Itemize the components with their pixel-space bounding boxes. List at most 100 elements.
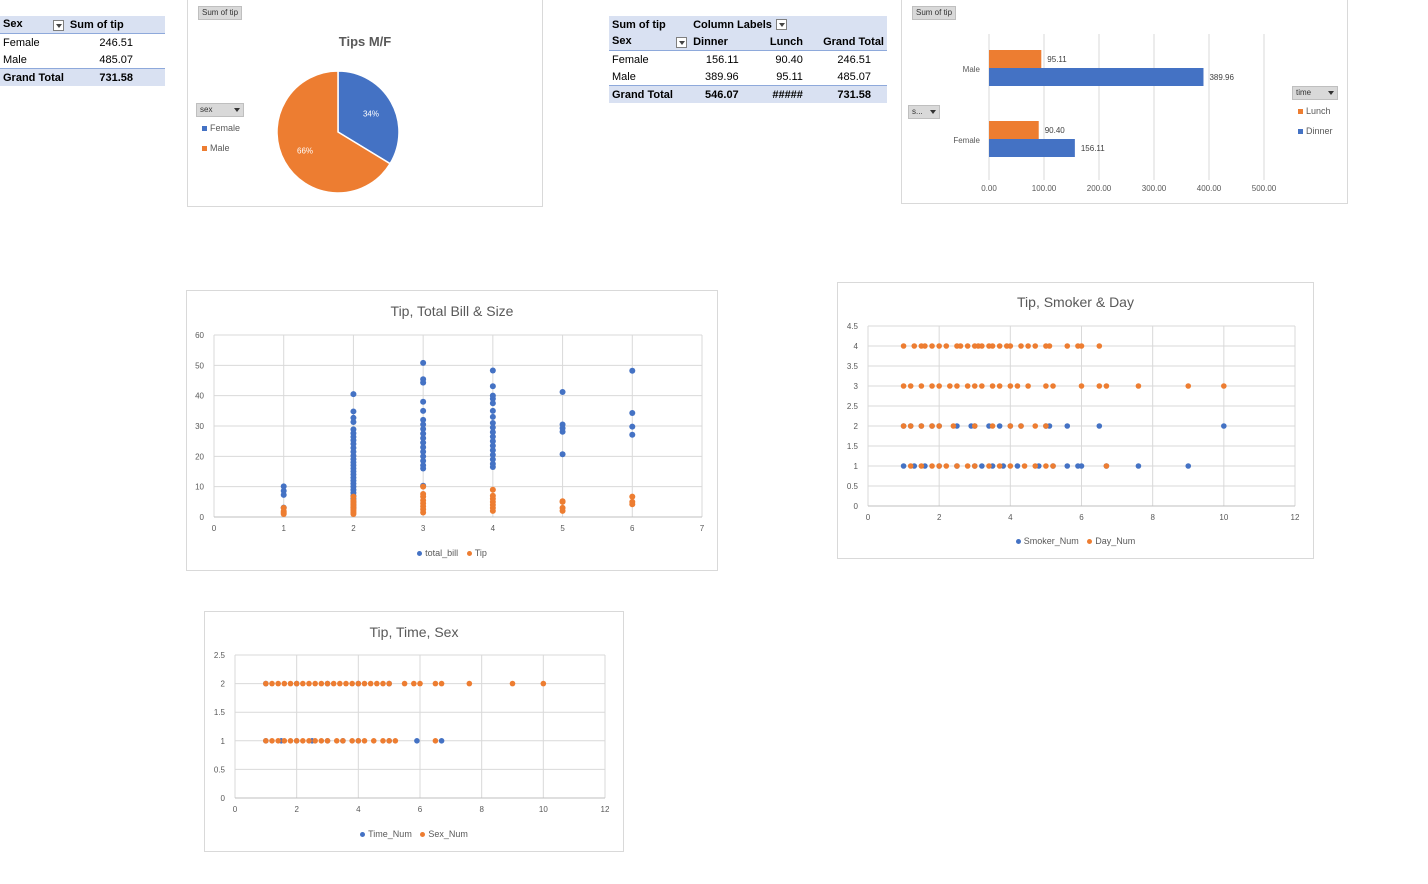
pivot2-cell[interactable]: 485.07 (837, 70, 871, 83)
legend-item[interactable]: total_bill (417, 548, 458, 558)
sum-of-tip-field-button[interactable]: Sum of tip (198, 6, 243, 20)
point-smoker_num (1096, 423, 1103, 429)
y-tick-label: 0.5 (847, 482, 859, 491)
point-sex_num (432, 680, 439, 687)
pivot2-row-label[interactable]: Male (612, 70, 636, 83)
x-tick-label: 400.00 (1197, 184, 1222, 193)
legend-swatch (1298, 129, 1303, 135)
pivot1-row-value[interactable]: 485.07 (99, 53, 133, 66)
x-tick-label: 4 (356, 805, 361, 814)
point-sex_num (300, 680, 306, 687)
bar-data-label: 95.11 (1047, 55, 1067, 64)
legend-item[interactable]: Day_Num (1087, 536, 1135, 546)
bar-lunch (989, 121, 1039, 139)
point-sex_num (306, 738, 312, 744)
filter-dropdown-icon[interactable] (775, 19, 787, 31)
point-sex_num (293, 680, 300, 687)
pie-data-label: 34% (363, 109, 379, 118)
x-tick-label: 7 (700, 524, 705, 533)
time-filter-button[interactable]: time (1292, 86, 1338, 100)
pivot2-total-label[interactable]: Grand Total (609, 85, 691, 103)
legend-item[interactable]: Female (202, 123, 240, 133)
x-tick-label: 100.00 (1032, 184, 1057, 193)
pivot1-total-label[interactable]: Grand Total (0, 68, 67, 86)
point-day_num (947, 383, 953, 389)
point-sex_num (324, 680, 331, 687)
legend-marker (1015, 539, 1021, 545)
legend-swatch (1298, 109, 1303, 115)
x-tick-label: 4 (491, 524, 496, 533)
x-tick-label: 0 (866, 513, 871, 522)
filter-dropdown-icon[interactable] (676, 37, 688, 48)
point-day_num (1078, 383, 1085, 389)
scatter-chart-total-bill-size[interactable]: Tip, Total Bill & Size 0 10 20 30 40 50 60 0 1 2 3… (186, 290, 718, 571)
legend-item[interactable]: Male (202, 143, 230, 153)
row-field-label: s... (912, 107, 923, 116)
point-day_num (1064, 343, 1071, 349)
point-total_bill (489, 442, 496, 449)
y-tick-label: 1 (221, 737, 226, 746)
x-tick-label: 6 (1079, 513, 1084, 522)
pivot2-cell[interactable]: 90.40 (775, 53, 803, 66)
point-total_bill (489, 463, 496, 470)
pivot1-row-label[interactable]: Male (3, 53, 27, 66)
pivot2-cell[interactable]: 246.51 (837, 53, 871, 66)
point-day_num (929, 383, 935, 389)
x-tick-label: 1 (281, 524, 286, 533)
pivot2-cell[interactable]: 156.11 (705, 53, 739, 66)
x-tick-label: 4 (1008, 513, 1013, 522)
sum-of-tip-field-button[interactable]: Sum of tip (912, 6, 957, 20)
pivot2-cell[interactable]: 389.96 (705, 70, 739, 83)
legend-item[interactable]: Smoker_Num (1015, 536, 1079, 546)
pivot2-row-label[interactable]: Female (612, 53, 649, 66)
point-total_bill (420, 426, 427, 433)
point-day_num (1007, 343, 1014, 349)
point-day_num (918, 423, 925, 429)
pivot2-total-cell[interactable]: ##### (758, 85, 806, 103)
point-sex_num (306, 680, 312, 687)
point-day_num (1043, 383, 1049, 389)
filter-dropdown-icon[interactable] (52, 20, 64, 31)
sex-filter-button[interactable]: sex (196, 103, 244, 117)
pivot2-total-cell[interactable]: 731.58 (805, 85, 887, 103)
point-sex_num (386, 738, 392, 744)
sex-row-field-button[interactable]: s... (908, 105, 940, 119)
pivot2-cell[interactable]: 95.11 (776, 70, 803, 83)
legend-item[interactable]: Time_Num (360, 829, 412, 839)
point-day_num (1078, 343, 1085, 349)
pie-chart[interactable]: Sum of tip Tips M/F sex Female Male 34% 6… (187, 0, 543, 207)
chart-title: Tip, Time, Sex (369, 624, 459, 640)
point-sex_num (275, 738, 281, 744)
point-total_bill (489, 429, 496, 436)
pivot-table-sex: Sex Sum of tip Female 246.51 Male 485.07 G… (0, 16, 165, 86)
scatter-plot: 0 0.5 1 1.5 2 2.5 3 3.5 4 4.5 0 2 4 6 8 10 12 (847, 322, 1300, 522)
x-tick-label: 300.00 (1142, 184, 1167, 193)
point-total_bill (350, 408, 357, 415)
chart-title: Tips M/F (338, 34, 392, 49)
point-sex_num (281, 680, 288, 687)
legend-item[interactable]: Sex_Num (420, 829, 468, 839)
legend-item[interactable]: Tip (466, 548, 487, 558)
x-tick-label: 0 (233, 805, 238, 814)
scatter-chart-smoker-day[interactable]: Tip, Smoker & Day 0 0.5 1 1.5 2 2.5 3 3.5 4 4.5 0 2… (837, 282, 1314, 559)
point-smoker_num (1064, 423, 1071, 429)
legend-item[interactable]: Dinner (1298, 126, 1333, 136)
point-day_num (907, 383, 914, 389)
point-sex_num (275, 680, 281, 687)
point-sex_num (312, 680, 318, 687)
legend-marker (417, 551, 423, 557)
chart-title: Tip, Total Bill & Size (390, 303, 514, 319)
point-day_num (964, 383, 971, 389)
bar-chart[interactable]: Sum of tip s... time Lunch Dinner 0.00 10… (901, 0, 1348, 204)
point-day_num (929, 423, 935, 429)
x-tick-label: 500.00 (1252, 184, 1277, 193)
pivot1-total-value[interactable]: 731.58 (66, 68, 165, 86)
time-filter-label: time (1296, 88, 1312, 97)
legend-item[interactable]: Lunch (1298, 106, 1331, 116)
scatter-chart-time-sex[interactable]: Tip, Time, Sex 0 0.5 1 1.5 2 2.5 0 2 4 6 8 10 12 Tim… (204, 611, 624, 852)
y-tick-label: 0 (854, 502, 859, 511)
pivot1-row-label[interactable]: Female (3, 36, 40, 49)
point-day_num (900, 383, 907, 389)
pivot2-total-cell[interactable]: 546.07 (690, 85, 759, 103)
pivot1-row-value[interactable]: 246.51 (99, 36, 133, 49)
